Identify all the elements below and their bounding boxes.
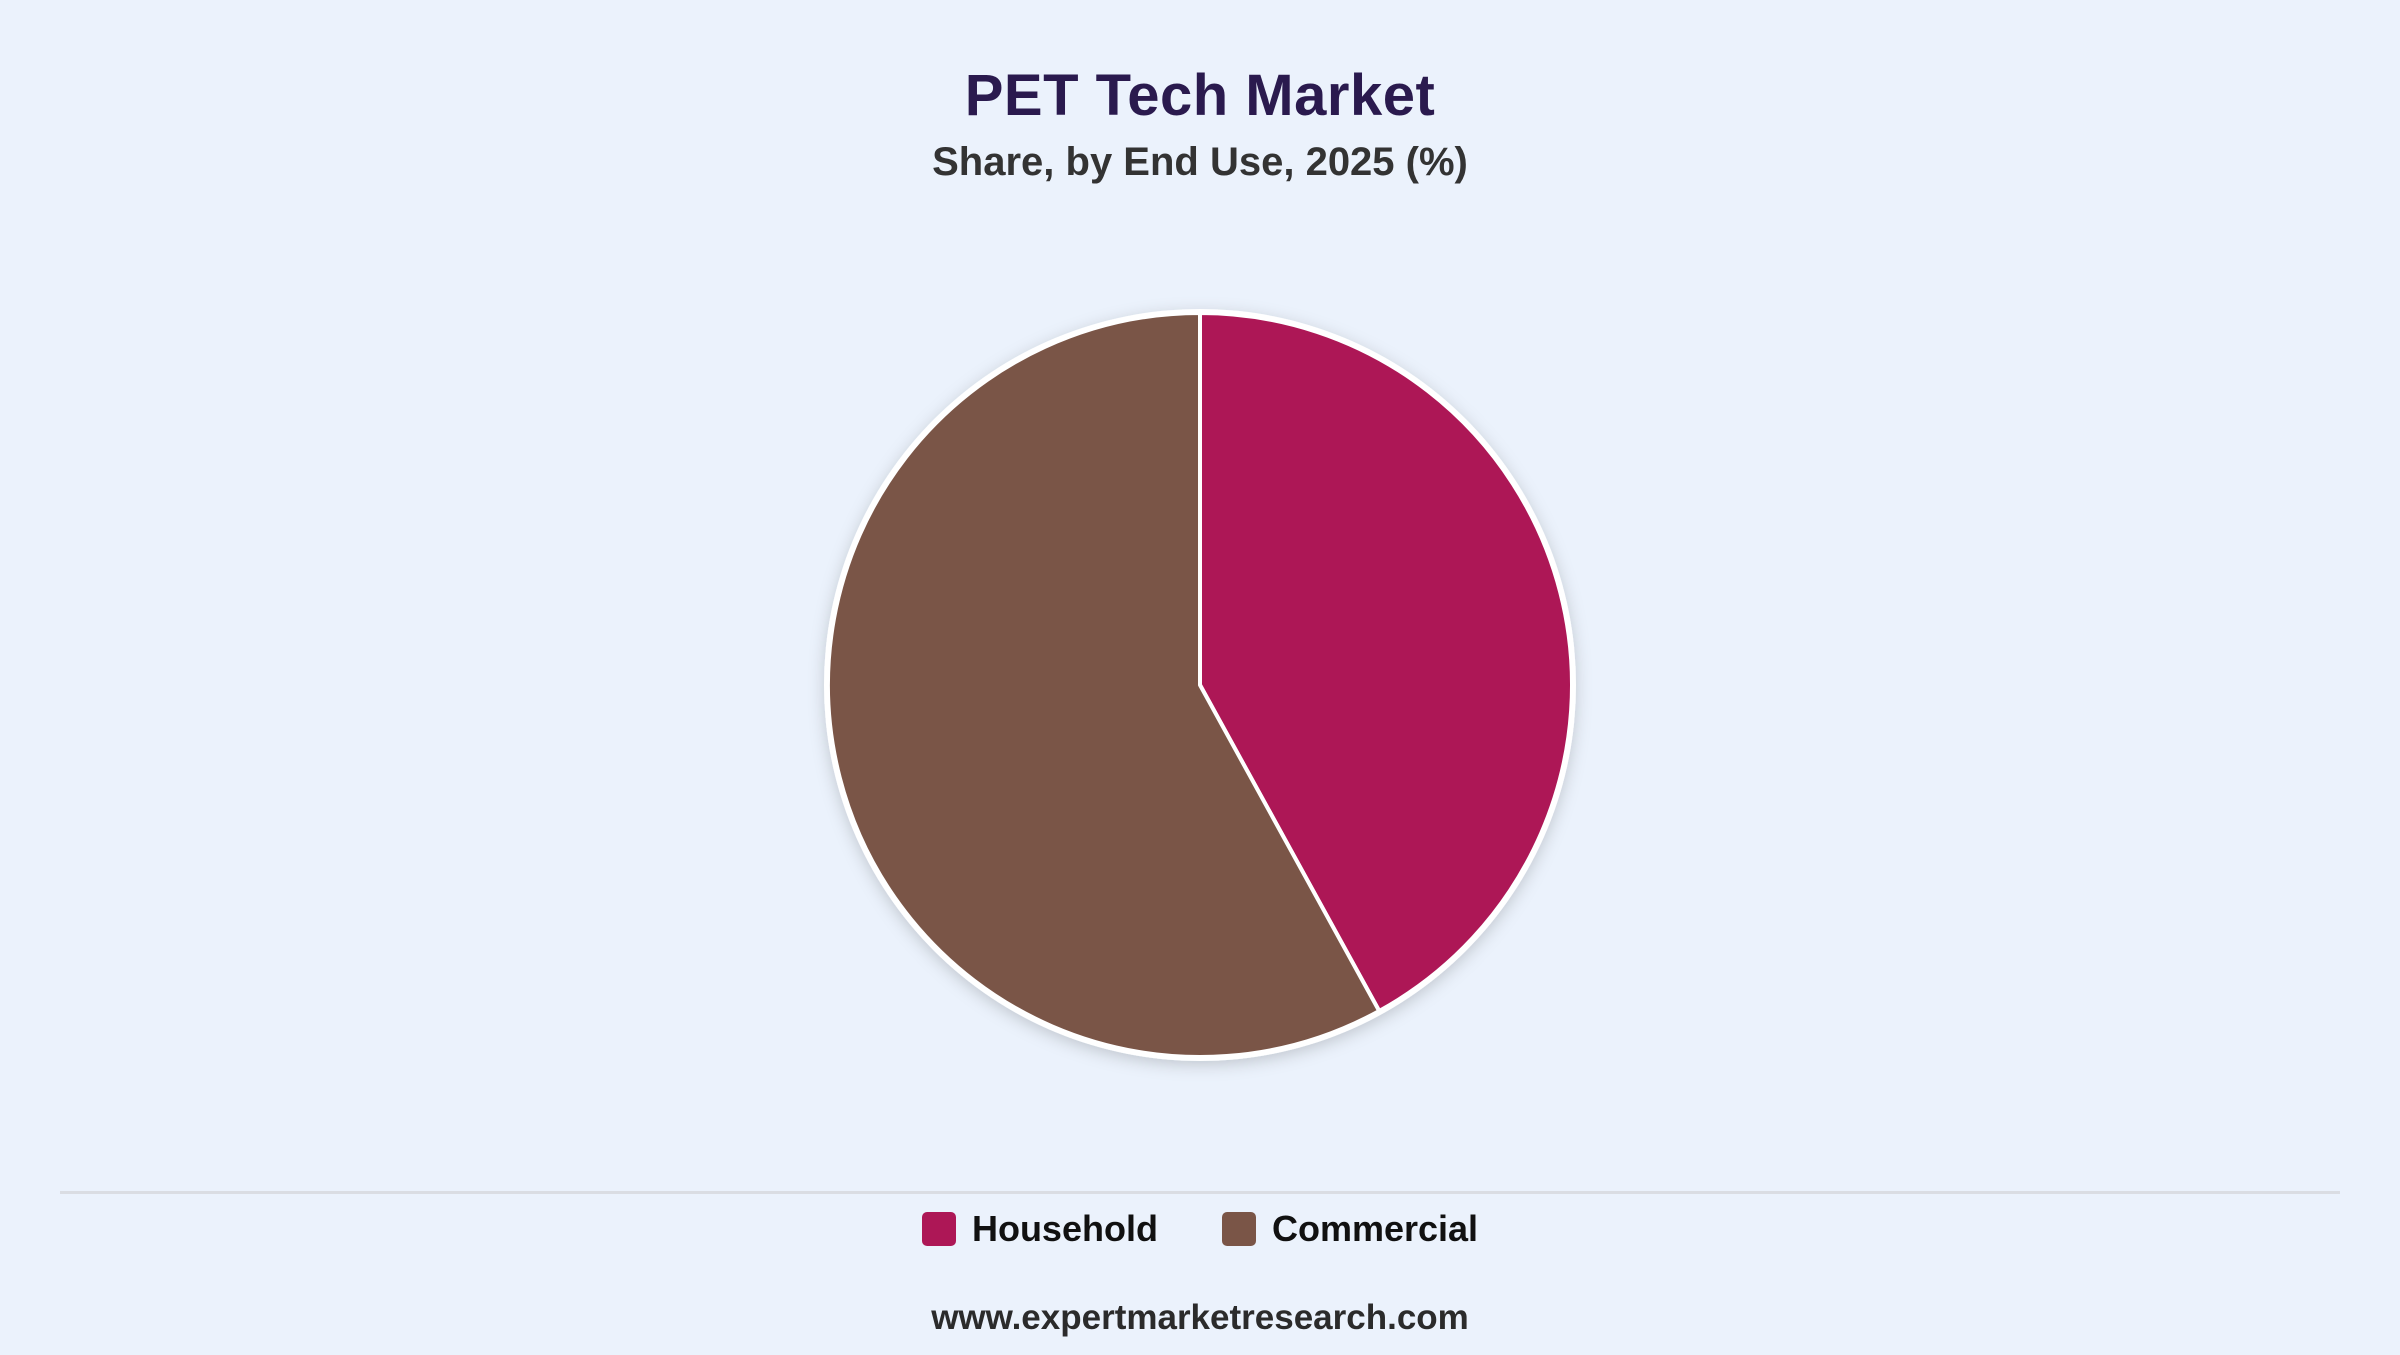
pie-slice-household[interactable] — [1198, 311, 1575, 1013]
legend-item-household[interactable]: Household — [921, 1208, 1158, 1250]
legend-swatch-household — [921, 1212, 956, 1246]
legend-swatch-commercial — [1221, 1212, 1256, 1246]
chart-legend: Household Commercial — [0, 1208, 2400, 1250]
chart-title: PET Tech Market — [964, 63, 1436, 128]
legend-divider — [60, 1191, 2340, 1194]
legend-label-commercial: Commercial — [1271, 1208, 1479, 1249]
pie-slices — [826, 311, 1575, 1059]
legend-label-household: Household — [971, 1208, 1158, 1249]
chart-subtitle: Share, by End Use, 2025 (%) — [932, 140, 1468, 184]
pie-slice-commercial[interactable] — [826, 311, 1382, 1059]
legend-item-commercial[interactable]: Commercial — [1221, 1208, 1479, 1250]
source-url: www.expertmarketresearch.com — [931, 1298, 1469, 1337]
